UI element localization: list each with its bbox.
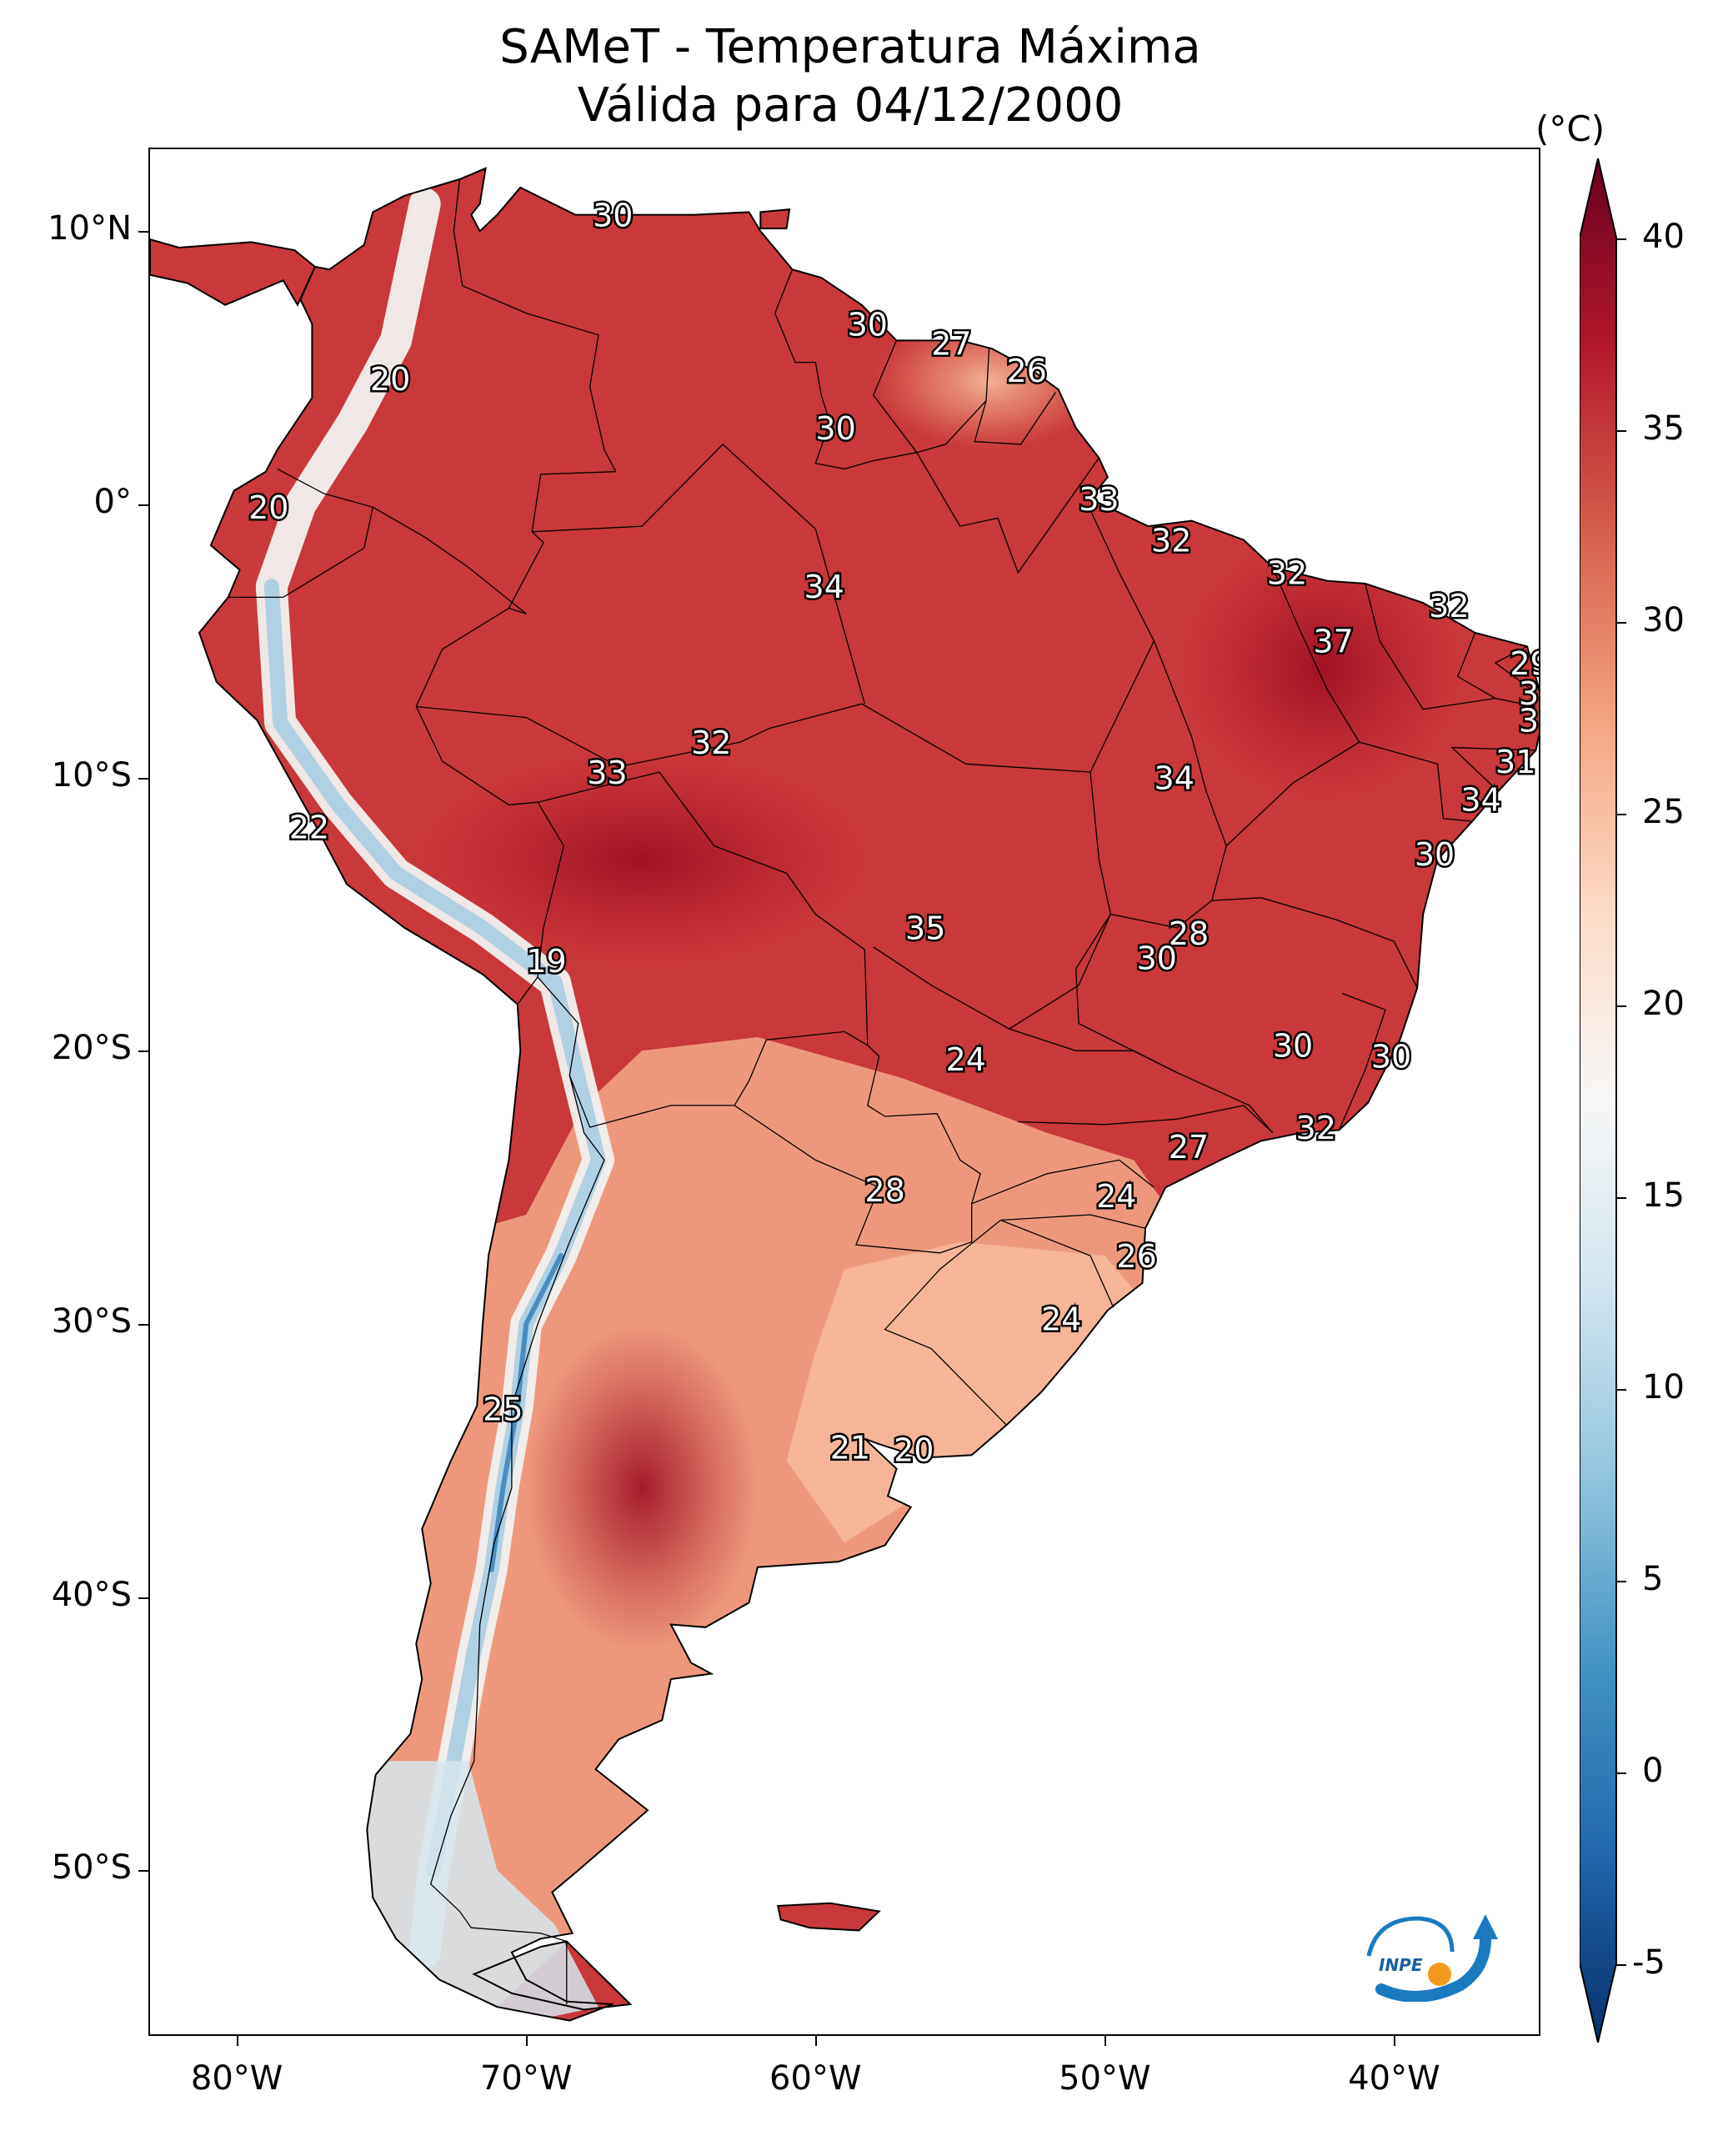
contour-label: 22 — [289, 809, 329, 845]
latitude-tick-mark — [138, 1870, 148, 1873]
country-borders — [228, 178, 1536, 2004]
latitude-tick-label: 10°N — [48, 209, 132, 248]
contour-label: 31 — [1519, 703, 1539, 740]
contour-label: 28 — [864, 1172, 904, 1209]
contour-label: 32 — [1429, 588, 1469, 624]
contour-label: 26 — [1007, 353, 1047, 389]
contour-label: 28 — [1169, 915, 1209, 952]
latitude-tick-mark — [138, 231, 148, 233]
latitude-tick-label: 0° — [93, 482, 132, 521]
latitude-tick-label: 40°S — [51, 1575, 132, 1614]
longitude-tick-mark — [237, 2036, 239, 2046]
inpe-logo: INPE — [1360, 1906, 1506, 2003]
contour-label: 25 — [483, 1391, 523, 1427]
longitude-tick-label: 80°W — [190, 2059, 283, 2098]
contour-label: 20 — [370, 361, 410, 398]
map-frame: 3030272620302033323234323729303132333134… — [148, 148, 1540, 2036]
title-line-1: SAMeT - Temperatura Máxima — [499, 20, 1201, 74]
colorbar-tick-label: 25 — [1642, 793, 1685, 831]
contour-label: 33 — [587, 755, 627, 791]
contour-label: 30 — [1519, 675, 1539, 712]
title-line-2: Válida para 04/12/2000 — [577, 78, 1124, 133]
colorbar-tick-label: 10 — [1642, 1368, 1685, 1406]
contour-label: 30 — [1371, 1039, 1411, 1075]
contour-label: 20 — [248, 489, 288, 526]
colorbar-body — [1579, 158, 1617, 2043]
colorbar-tick-label: 35 — [1642, 409, 1685, 448]
longitude-tick-label: 40°W — [1348, 2059, 1440, 2098]
contour-label: 33 — [1079, 481, 1119, 518]
contour-label: 32 — [1296, 1110, 1336, 1146]
longitude-tick-label: 70°W — [479, 2059, 573, 2098]
colorbar-tick-label: 0 — [1642, 1752, 1664, 1790]
contour-label: 30 — [848, 307, 888, 343]
colorbar-tick-label: 20 — [1642, 985, 1685, 1023]
contour-label: 19 — [526, 943, 566, 980]
longitude-tick-label: 60°W — [769, 2059, 862, 2098]
latitude-tick-mark — [138, 1597, 148, 1599]
colorbar-tick-label: 40 — [1642, 218, 1685, 256]
contour-label: 21 — [830, 1429, 870, 1466]
contour-label: 29 — [1510, 645, 1539, 682]
contour-label: 24 — [1096, 1178, 1136, 1215]
latitude-tick-mark — [138, 777, 148, 780]
latitude-tick-label: 30°S — [51, 1302, 132, 1341]
contour-label: 30 — [1137, 940, 1177, 977]
contour-label: 31 — [1495, 744, 1535, 780]
svg-text:INPE: INPE — [1379, 1955, 1423, 1975]
longitude-tick-mark — [1394, 2036, 1396, 2046]
contour-label: 24 — [1041, 1301, 1081, 1337]
contour-label: 32 — [1267, 555, 1307, 592]
contour-label: 35 — [905, 910, 945, 947]
map-title: SAMeT - Temperatura Máxima Válida para 0… — [150, 18, 1550, 135]
contour-label: 30 — [593, 197, 633, 233]
contour-label: 34 — [804, 569, 844, 605]
longitude-tick-mark — [526, 2036, 528, 2046]
contour-label: 32 — [1151, 522, 1191, 559]
colorbar-tick-label: -5 — [1632, 1943, 1665, 1982]
colorbar — [1579, 158, 1723, 2043]
colorbar-unit: (°C) — [1535, 108, 1605, 149]
colorbar-tick-label: 30 — [1642, 601, 1685, 639]
contour-labels: 3030272620302033323234323729303132333134… — [247, 195, 1539, 1471]
contour-label: 30 — [1415, 836, 1455, 873]
contour-label: 34 — [1460, 782, 1500, 819]
contour-label: 37 — [1313, 624, 1353, 660]
contour-label: 20 — [894, 1432, 934, 1469]
contour-label: 26 — [1116, 1238, 1156, 1275]
longitude-tick-mark — [1104, 2036, 1107, 2046]
contour-label: 27 — [931, 325, 971, 362]
coastline — [150, 167, 1539, 2022]
contour-label: 30 — [815, 410, 855, 447]
contour-label: 27 — [1169, 1129, 1209, 1166]
contour-label: 34 — [1155, 760, 1195, 796]
contour-label: 32 — [691, 725, 731, 761]
longitude-tick-label: 50°W — [1059, 2059, 1151, 2098]
latitude-tick-mark — [138, 1324, 148, 1326]
latitude-tick-mark — [138, 504, 148, 506]
latitude-tick-label: 20°S — [51, 1029, 132, 1068]
longitude-tick-mark — [815, 2036, 818, 2046]
latitude-tick-label: 10°S — [51, 755, 132, 795]
latitude-tick-mark — [138, 1050, 148, 1053]
map-canvas: 3030272620302033323234323729303132333134… — [150, 167, 1539, 2022]
colorbar-tick-label: 15 — [1642, 1176, 1685, 1215]
latitude-tick-label: 50°S — [51, 1848, 132, 1888]
contour-label: 24 — [946, 1041, 986, 1078]
colorbar-tick-label: 5 — [1642, 1560, 1664, 1598]
contour-label: 30 — [1273, 1028, 1313, 1065]
